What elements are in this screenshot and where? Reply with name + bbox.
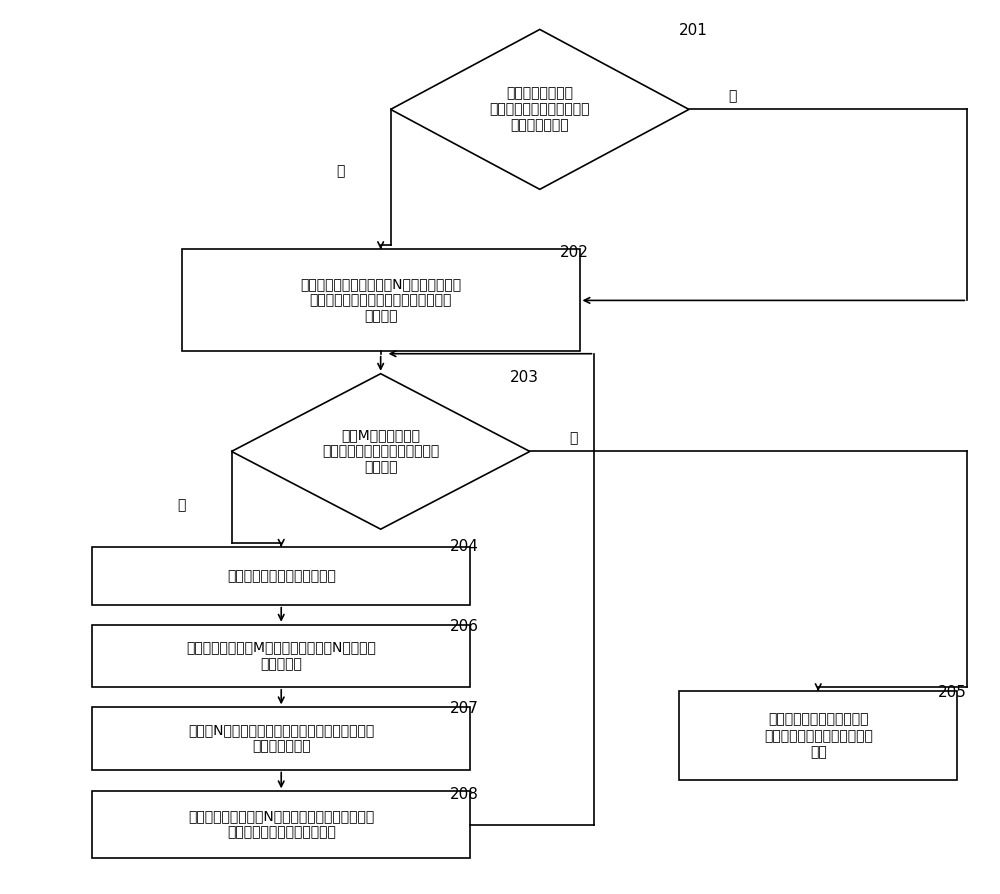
- Text: 从该电池组包括的M个单体电池中确定N个待均衡
的单体电池: 从该电池组包括的M个单体电池中确定N个待均衡 的单体电池: [186, 641, 376, 670]
- Polygon shape: [232, 374, 530, 529]
- Polygon shape: [391, 30, 689, 190]
- Text: 是: 是: [178, 498, 186, 511]
- Bar: [182, 249, 580, 351]
- Text: 否: 否: [570, 431, 578, 445]
- Text: 207: 207: [450, 701, 479, 716]
- Bar: [92, 547, 470, 604]
- Text: 是: 是: [337, 164, 345, 179]
- Text: 204: 204: [450, 538, 479, 553]
- Text: 否: 否: [729, 89, 737, 103]
- Text: 将该均衡标识设置为第一标识: 将该均衡标识设置为第一标识: [227, 569, 336, 583]
- Bar: [92, 707, 470, 770]
- Text: 206: 206: [450, 619, 479, 634]
- Bar: [679, 691, 957, 780]
- Text: 记录该N个待均衡的单体电池中每个待均衡的单体
电池的电池标号: 记录该N个待均衡的单体电池中每个待均衡的单体 电池的电池标号: [188, 723, 374, 754]
- Text: 在均衡过程中，对该N个待均衡单体电池中全部或
部分待均衡单体电池进行均衡: 在均衡过程中，对该N个待均衡单体电池中全部或 部分待均衡单体电池进行均衡: [188, 809, 374, 839]
- Text: 在电池组充电过程
中，检测电池组的均衡标识
是否为第一标识: 在电池组充电过程 中，检测电池组的均衡标识 是否为第一标识: [490, 86, 590, 132]
- Bar: [92, 791, 470, 858]
- Text: 根据记录的电池标号，对N个待均衡的单体
电池中的全部或者部分带均衡单体电池
进行均衡: 根据记录的电池标号，对N个待均衡的单体 电池中的全部或者部分带均衡单体电池 进行…: [300, 277, 461, 324]
- Text: 202: 202: [560, 246, 589, 260]
- Text: 208: 208: [450, 788, 479, 803]
- Text: 根据M个单体电池的
电压差，判断该电池组是否满足
均衡条件: 根据M个单体电池的 电压差，判断该电池组是否满足 均衡条件: [322, 428, 439, 475]
- Bar: [92, 625, 470, 687]
- Text: 201: 201: [679, 23, 708, 38]
- Text: 205: 205: [938, 685, 966, 700]
- Text: 203: 203: [510, 370, 539, 384]
- Text: 将该均衡标识设置为第二标
识，并清除已记录的待均衡的
单体: 将该均衡标识设置为第二标 识，并清除已记录的待均衡的 单体: [764, 713, 873, 759]
